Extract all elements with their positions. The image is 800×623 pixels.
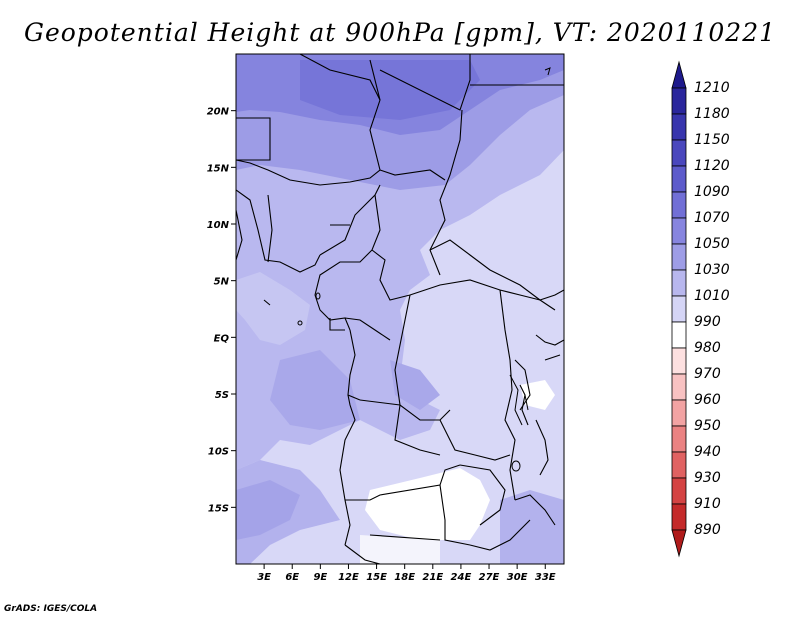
colorbar-segment bbox=[671, 217, 687, 245]
colorbar-segment bbox=[671, 113, 687, 141]
lat-tick-label: EQ bbox=[214, 333, 230, 344]
colorbar-label: 1090 bbox=[694, 184, 730, 200]
field-coast-light bbox=[236, 272, 310, 345]
country-borders bbox=[236, 54, 564, 564]
colorbar-label: 910 bbox=[694, 496, 721, 512]
lon-tick-label: 24E bbox=[451, 572, 472, 583]
colorbar-segment bbox=[671, 529, 687, 558]
colorbar-label: 930 bbox=[694, 470, 721, 486]
lat-tick-label: 5S bbox=[215, 390, 229, 401]
colorbar-segment bbox=[671, 477, 687, 505]
field-se bbox=[500, 490, 564, 564]
colorbar-label: 1030 bbox=[694, 262, 730, 278]
colorbar-label: 940 bbox=[694, 444, 721, 460]
colorbar-segment bbox=[671, 373, 687, 401]
lon-tick-label: 9E bbox=[313, 572, 327, 583]
colorbar-segment bbox=[671, 243, 687, 271]
colorbar-label: 1120 bbox=[694, 158, 730, 174]
lon-ticks: 3E 6E 9E 12E 15E 18E 21E 24E 27E 30E 33E bbox=[257, 564, 556, 583]
colorbar-segment bbox=[671, 165, 687, 193]
lat-tick-label: 15N bbox=[207, 163, 230, 174]
colorbar-label: 1180 bbox=[694, 106, 730, 122]
colorbar-segment bbox=[671, 451, 687, 479]
field-1010-kalahari bbox=[365, 468, 490, 540]
field-1050-sw bbox=[236, 480, 300, 540]
lon-tick-label: 3E bbox=[257, 572, 271, 583]
colorbar-segment bbox=[671, 399, 687, 427]
height-field bbox=[236, 54, 564, 564]
colorbar-segments bbox=[671, 60, 687, 558]
lat-tick-label: 10S bbox=[208, 447, 229, 458]
colorbar-label: 1050 bbox=[694, 236, 730, 252]
colorbar-label: 890 bbox=[694, 522, 721, 538]
lon-tick-label: 12E bbox=[338, 572, 359, 583]
field-1010-south bbox=[360, 535, 440, 564]
lon-tick-label: 6E bbox=[285, 572, 299, 583]
chart-title: Geopotential Height at 900hPa [gpm], VT:… bbox=[23, 18, 777, 47]
credit-text: GrADS: IGES/COLA bbox=[4, 604, 98, 614]
colorbar-segment bbox=[671, 269, 687, 297]
lon-tick-label: 33E bbox=[535, 572, 556, 583]
colorbar-label: 1010 bbox=[694, 288, 730, 304]
lon-tick-label: 18E bbox=[394, 572, 415, 583]
colorbar-label: 990 bbox=[694, 314, 721, 330]
colorbar-segment bbox=[671, 347, 687, 375]
lakes-islands bbox=[297, 67, 551, 472]
lat-tick-label: 5N bbox=[214, 277, 230, 288]
lon-tick-label: 27E bbox=[479, 572, 500, 583]
colorbar-segment bbox=[671, 87, 687, 115]
lon-tick-label: 30E bbox=[507, 572, 528, 583]
lon-tick-label: 21E bbox=[422, 572, 443, 583]
colorbar-label: 1210 bbox=[694, 80, 730, 96]
colorbar-segment bbox=[671, 295, 687, 323]
field-1050-congo bbox=[390, 360, 440, 410]
lon-tick-label: 15E bbox=[366, 572, 387, 583]
colorbar-label: 970 bbox=[694, 366, 721, 382]
field-1070-core bbox=[300, 60, 480, 120]
colorbar-label: 950 bbox=[694, 418, 721, 434]
lat-tick-label: 15S bbox=[208, 503, 229, 514]
colorbar-segment bbox=[671, 503, 687, 531]
colorbar-label: 1070 bbox=[694, 210, 730, 226]
lat-tick-label: 20N bbox=[207, 107, 230, 118]
colorbar-label: 980 bbox=[694, 340, 721, 356]
colorbar-segment bbox=[671, 425, 687, 453]
colorbar-segment bbox=[671, 139, 687, 167]
colorbar-segment bbox=[671, 60, 687, 89]
lat-ticks: 20N 15N 10N 5N EQ 5S 10S 15S bbox=[207, 107, 236, 514]
lat-tick-label: 10N bbox=[207, 220, 230, 231]
colorbar-segment bbox=[671, 191, 687, 219]
colorbar-label: 960 bbox=[694, 392, 721, 408]
colorbar-segment bbox=[671, 321, 687, 349]
map-frame bbox=[235, 53, 565, 565]
field-1050-gulf bbox=[270, 350, 360, 430]
colorbar-label: 1150 bbox=[694, 132, 730, 148]
